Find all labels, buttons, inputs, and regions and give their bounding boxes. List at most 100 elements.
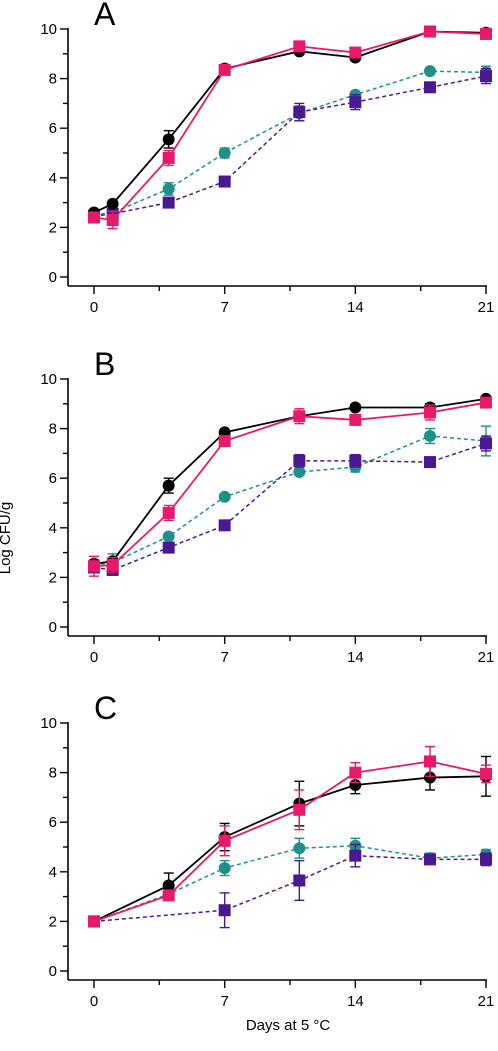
series-purple [88,67,492,223]
y-tick-label: 6 [49,120,57,137]
data-point [424,406,436,419]
x-tick-label: 14 [347,649,364,666]
data-point [106,559,119,571]
data-point [218,490,231,503]
data-point [480,70,492,83]
series-pink [88,745,492,928]
series-line [93,854,486,923]
data-point [349,46,362,59]
y-tick-label: 4 [49,864,57,881]
data-point [349,766,362,779]
data-point [162,506,175,519]
data-point [349,454,362,467]
x-tick-label: 21 [478,993,495,1010]
chart-panel-b: 0 2 4 6 8 10 0 7 14 21 B [40,346,494,666]
data-point [88,560,100,573]
data-point [424,456,436,469]
data-point [218,435,231,447]
series-line [93,401,487,568]
y-tick-label: 10 [40,715,57,732]
panel-label: A [94,0,116,32]
data-point [349,401,362,414]
y-tick-label: 4 [49,170,57,187]
data-point [480,853,492,866]
data-point [349,849,362,862]
y-tick-label: 6 [49,470,57,487]
data-point [162,196,175,209]
panel-label: B [94,346,115,382]
series-pink [88,25,492,230]
y-tick-label: 8 [49,765,57,782]
series-line [93,30,487,214]
y-tick-label: 10 [40,371,57,388]
y-tick-label: 0 [49,619,57,636]
x-tick-label: 0 [90,299,98,316]
y-tick-label: 8 [49,71,57,88]
data-point [293,466,306,478]
data-point [218,862,231,875]
data-point [424,81,436,94]
series-black [88,25,492,219]
x-tick-label: 21 [478,649,495,666]
x-tick-label: 14 [347,993,364,1010]
data-point [106,213,119,226]
data-point [293,803,306,816]
data-point [218,147,231,159]
data-point [218,519,231,532]
data-point [162,151,175,164]
series-line [93,435,487,566]
data-point [424,755,436,768]
data-point [162,879,175,892]
data-point [162,182,175,195]
y-tick-label: 10 [40,21,57,38]
data-point [424,430,436,443]
data-point [162,541,175,554]
data-point [480,767,492,780]
data-point [424,771,436,784]
series-line [93,442,487,571]
data-point [106,197,119,210]
y-axis-title: Log CFU/g [0,502,14,575]
x-axis-title: Days at 5 °C [246,1017,331,1034]
data-point [293,842,306,855]
series-teal [88,837,492,928]
data-point [88,915,100,928]
series-line [93,30,487,221]
chart-panel-c: 0 2 4 6 8 10 0 7 14 21 C [40,690,494,1010]
data-point [293,106,306,119]
data-point [480,396,492,409]
series-purple [88,843,492,929]
data-point [218,904,231,917]
panel-label: C [94,690,117,726]
x-tick-label: 7 [220,299,228,316]
x-tick-label: 7 [220,993,228,1010]
data-point [88,211,100,224]
data-point [424,65,436,78]
data-point [162,479,175,492]
y-tick-label: 6 [49,814,57,831]
data-point [293,874,306,887]
data-point [218,63,231,76]
y-tick-label: 4 [49,520,57,537]
data-point [480,437,492,450]
series-line [93,760,487,923]
series-pink [88,396,492,577]
series-line [93,775,487,923]
x-tick-label: 0 [90,649,98,666]
data-point [424,853,436,866]
data-point [218,834,231,847]
data-point [162,530,175,543]
data-point [293,410,306,423]
panels: 0 2 4 6 8 10 0 7 14 21 A 0 2 4 6 8 10 0 7 14 21 B 0 2 4 6 8 10 0 7 14 2… [40,0,494,1010]
chart-panel-a: 0 2 4 6 8 10 0 7 14 21 A [40,0,494,316]
x-tick-label: 14 [347,299,364,316]
x-tick-label: 7 [220,649,228,666]
data-point [162,889,175,902]
data-point [218,175,231,188]
y-tick-label: 8 [49,421,57,438]
y-tick-label: 2 [49,219,57,236]
series-purple [88,435,492,576]
data-point [162,133,175,146]
data-point [480,27,492,40]
